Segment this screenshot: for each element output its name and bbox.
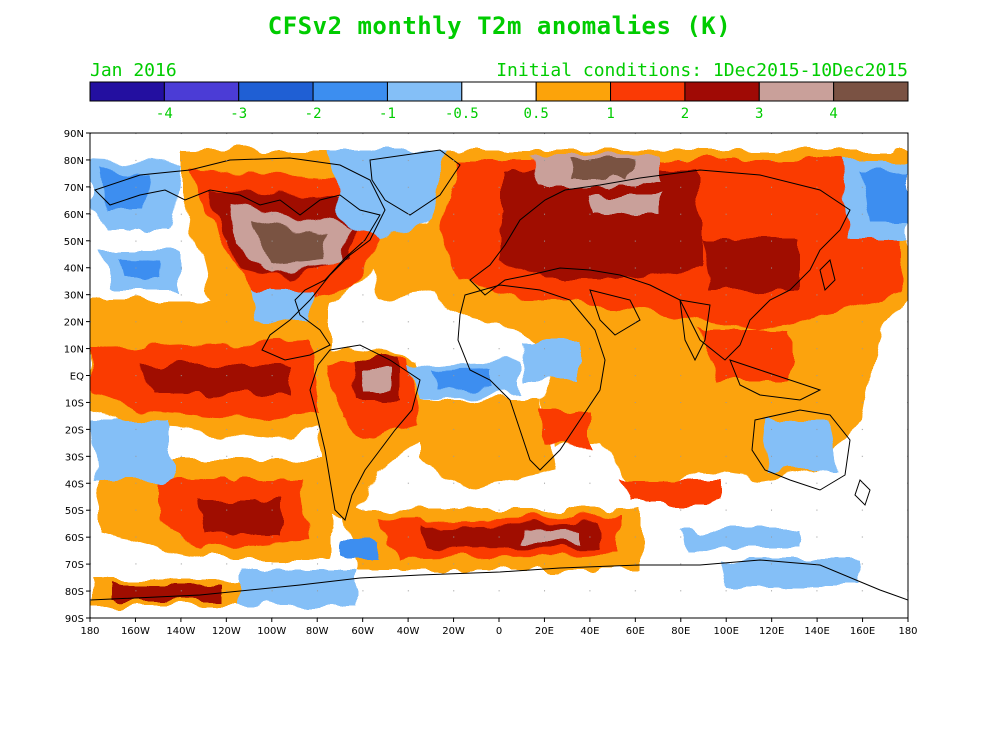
colorbar-tick-label: -1: [379, 106, 396, 122]
latitude-label: 30S: [65, 452, 84, 463]
latitude-label: EQ: [70, 372, 84, 383]
latitude-label: 40S: [65, 479, 84, 490]
colorbar-swatch: [238, 81, 314, 102]
colorbar-swatch: [461, 81, 537, 102]
latitude-label: 40N: [64, 264, 84, 275]
colorbar-swatch: [758, 81, 835, 102]
longitude-label: 160W: [121, 626, 150, 637]
latitude-label: 30N: [64, 291, 84, 302]
latitude-label: 90S: [65, 614, 84, 625]
longitude-label: 180: [80, 626, 99, 637]
colorbar-tick-label: -2: [305, 106, 322, 122]
longitude-label: 160E: [850, 626, 875, 637]
latitude-label: 20N: [64, 318, 84, 329]
colorbar-swatch: [312, 81, 388, 102]
colorbar-tick-label: 4: [829, 106, 837, 122]
latitude-label: 70S: [65, 560, 84, 571]
longitude-label: 180: [898, 626, 917, 637]
longitude-label: 140W: [166, 626, 195, 637]
colorbar-tick-label: -0.5: [445, 106, 479, 122]
latitude-ticks: 90N 80N 70N 60N 50N 40N 30N 20N 10N EQ 10S 20S 30S 40…: [64, 129, 90, 625]
colorbar-swatch: [684, 81, 760, 102]
longitude-label: 80E: [671, 626, 690, 637]
longitude-label: 40E: [580, 626, 599, 637]
longitude-label: 60E: [626, 626, 645, 637]
latitude-label: 60N: [64, 210, 84, 221]
longitude-label: 120W: [212, 626, 241, 637]
latitude-label: 60S: [65, 533, 84, 544]
colorbar-tick-label: 1: [606, 106, 614, 122]
latitude-label: 50N: [64, 237, 84, 248]
colorbar-swatch: [386, 81, 463, 102]
initial-conditions-label: Initial conditions: 1Dec2015-10Dec2015: [496, 60, 908, 81]
valid-month-label: Jan 2016: [90, 60, 177, 81]
latitude-label: 70N: [64, 183, 84, 194]
longitude-label: 80W: [306, 626, 329, 637]
latitude-label: 50S: [65, 506, 84, 517]
latitude-label: 20S: [65, 425, 84, 436]
latitude-label: 80N: [64, 156, 84, 167]
latitude-label: 80S: [65, 587, 84, 598]
map-title: CFSv2 monthly T2m anomalies (K): [267, 12, 732, 40]
colorbar-tick-label: 0.5: [524, 106, 549, 122]
colorbar-tick-label: -3: [230, 106, 247, 122]
latitude-label: 10S: [65, 398, 84, 409]
colorbar-swatch: [833, 81, 909, 102]
longitude-label: 140E: [804, 626, 829, 637]
longitude-label: 120E: [759, 626, 784, 637]
anomaly-field: [90, 133, 908, 618]
latitude-label: 90N: [64, 129, 84, 140]
longitude-label: 20W: [442, 626, 465, 637]
colorbar: [89, 81, 909, 102]
longitude-ticks: 180 160W 140W 120W 100W 80W 60W 40W 20W 0 20E 40E 60…: [80, 618, 918, 637]
colorbar-swatch: [89, 81, 165, 102]
colorbar-swatch: [610, 81, 686, 102]
colorbar-tick-label: 3: [755, 106, 763, 122]
longitude-label: 40W: [397, 626, 420, 637]
longitude-label: 100W: [257, 626, 286, 637]
colorbar-tick-label: -4: [156, 106, 173, 122]
longitude-label: 100E: [714, 626, 739, 637]
longitude-label: 20E: [535, 626, 554, 637]
longitude-label: 60W: [351, 626, 374, 637]
colorbar-labels: -4 -3 -2 -1 -0.5 0.5 1 2 3 4: [156, 106, 838, 122]
latitude-label: 10N: [64, 345, 84, 356]
colorbar-swatch: [535, 81, 612, 102]
colorbar-tick-label: 2: [681, 106, 689, 122]
colorbar-swatch: [163, 81, 240, 102]
longitude-label: 0: [496, 626, 502, 637]
